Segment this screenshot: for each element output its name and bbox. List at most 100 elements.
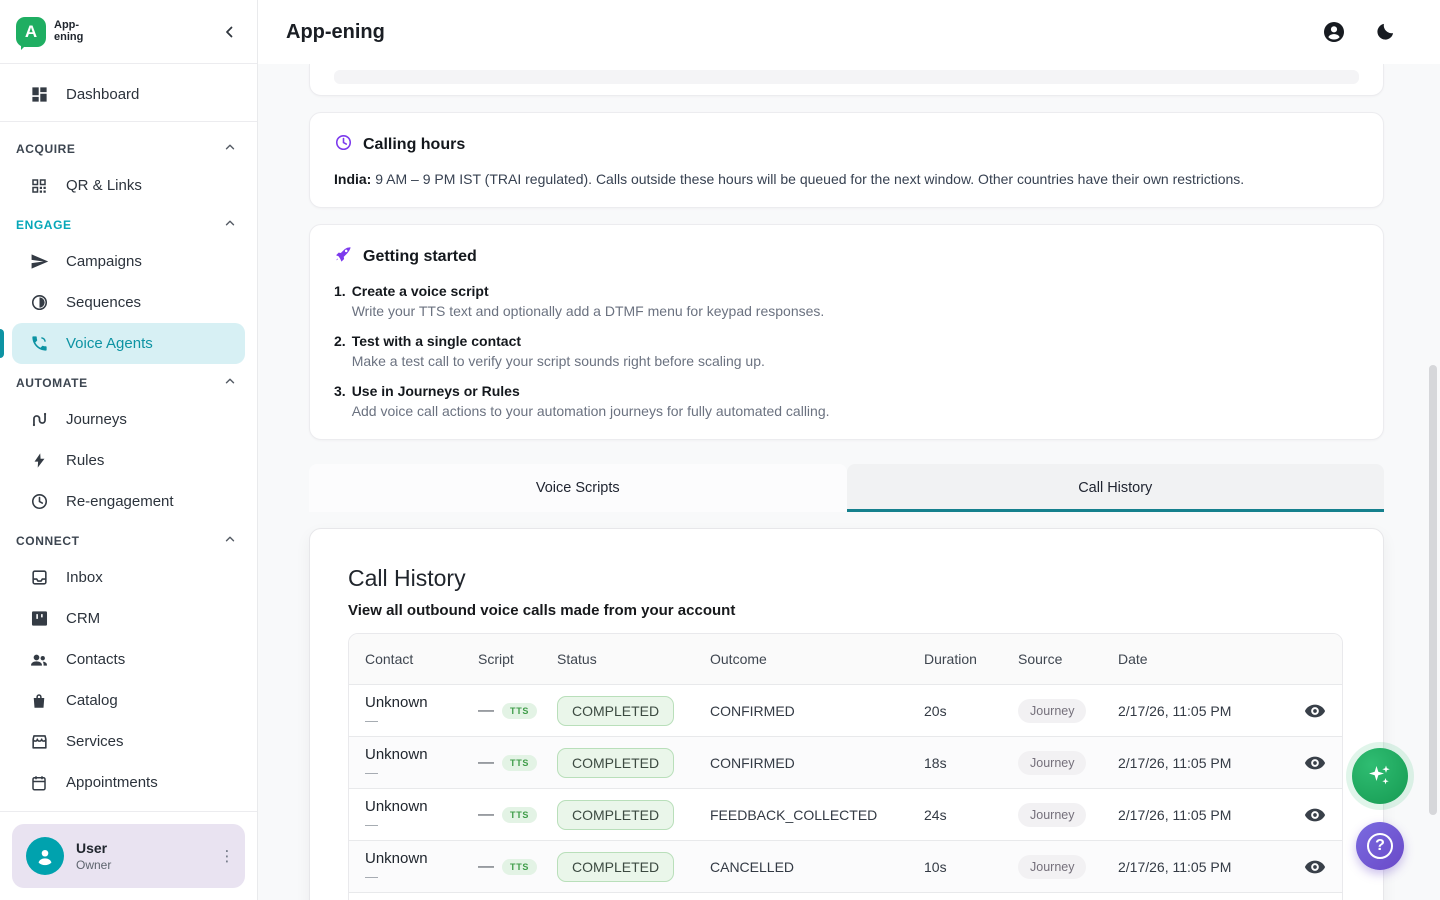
source-badge: Journey bbox=[1018, 854, 1087, 879]
send-icon bbox=[28, 251, 50, 273]
sidebar-item-label: Inbox bbox=[66, 569, 103, 586]
page-title: App-ening bbox=[286, 20, 385, 43]
view-call-button[interactable] bbox=[1282, 700, 1326, 722]
step-item: 1. Create a voice script Write your TTS … bbox=[334, 283, 1359, 319]
sidebar-section-automate[interactable]: AUTOMATE bbox=[0, 364, 257, 399]
contact-name: Unknown bbox=[365, 745, 428, 763]
help-button[interactable]: ? bbox=[1356, 822, 1404, 870]
step-description: Add voice call actions to your automatio… bbox=[351, 403, 830, 419]
step-number: 3. bbox=[334, 383, 346, 399]
sidebar-item-qr-links[interactable]: QR & Links bbox=[0, 165, 257, 206]
sequence-icon bbox=[28, 292, 50, 314]
script-dash: — bbox=[478, 857, 494, 875]
section-label: AUTOMATE bbox=[16, 375, 88, 390]
outcome-cell: CANCELLED bbox=[710, 858, 795, 875]
sidebar-section-acquire[interactable]: ACQUIRE bbox=[0, 130, 257, 165]
vertical-scrollbar[interactable] bbox=[1429, 365, 1437, 815]
route-icon bbox=[28, 409, 50, 431]
sidebar-item-sequences[interactable]: Sequences bbox=[0, 282, 257, 323]
ai-assistant-button[interactable] bbox=[1352, 748, 1408, 804]
section-label: CONNECT bbox=[16, 533, 80, 548]
clock-icon bbox=[334, 133, 353, 157]
sidebar-item-label: Services bbox=[66, 733, 124, 750]
storefront-icon bbox=[28, 731, 50, 753]
sidebar-item-journeys[interactable]: Journeys bbox=[0, 399, 257, 440]
script-dash: — bbox=[478, 805, 494, 823]
sidebar-item-catalog[interactable]: Catalog bbox=[0, 680, 257, 721]
source-badge: Journey bbox=[1018, 750, 1087, 775]
user-avatar bbox=[26, 837, 64, 875]
step-item: 2. Test with a single contact Make a tes… bbox=[334, 333, 1359, 369]
topbar: App-ening bbox=[258, 0, 1440, 64]
step-item: 3. Use in Journeys or Rules Add voice ca… bbox=[334, 383, 1359, 419]
source-badge: Journey bbox=[1018, 802, 1087, 827]
sidebar-item-label: Journeys bbox=[66, 411, 127, 428]
sidebar-section-engage[interactable]: ENGAGE bbox=[0, 206, 257, 241]
question-mark-icon: ? bbox=[1367, 833, 1393, 859]
date-cell: 2/17/26, 11:05 PM bbox=[1118, 702, 1232, 719]
status-badge: COMPLETED bbox=[557, 799, 675, 830]
dashboard-icon bbox=[28, 84, 50, 106]
sidebar-item-campaigns[interactable]: Campaigns bbox=[0, 241, 257, 282]
sidebar-item-rules[interactable]: Rules bbox=[0, 440, 257, 481]
contact-name: Unknown bbox=[365, 693, 428, 711]
script-dash: — bbox=[478, 701, 494, 719]
contact-sub: — bbox=[365, 816, 378, 832]
table-row: Unknown— —TTS FAILED NO_ANSWER 30s Journ… bbox=[349, 892, 1342, 900]
panel-subtitle: View all outbound voice calls made from … bbox=[348, 602, 736, 619]
sidebar-item-contacts[interactable]: Contacts bbox=[0, 639, 257, 680]
table-body: Unknown — — TTS COMPLETED CONFIRMED 20s Jo… bbox=[349, 684, 1342, 900]
sidebar-section-connect[interactable]: CONNECT bbox=[0, 522, 257, 557]
panel-title: Call History bbox=[348, 565, 466, 591]
getting-started-steps: 1. Create a voice script Write your TTS … bbox=[334, 283, 1359, 419]
outcome-cell: FEEDBACK_COLLECTED bbox=[710, 806, 878, 823]
sidebar-item-appointments[interactable]: Appointments bbox=[0, 762, 257, 803]
tab-call-history[interactable]: Call History bbox=[846, 464, 1384, 512]
account-button[interactable] bbox=[1322, 20, 1346, 44]
calendar-icon bbox=[28, 772, 50, 794]
contact-sub: — bbox=[365, 712, 378, 728]
sidebar-item-crm[interactable]: CRM bbox=[0, 598, 257, 639]
brand-logo-icon: A bbox=[16, 16, 46, 50]
step-description: Make a test call to verify your script s… bbox=[351, 353, 765, 369]
sidebar-item-label: Re-engagement bbox=[66, 493, 174, 510]
sidebar-item-reengagement[interactable]: Re-engagement bbox=[0, 481, 257, 522]
clock-icon bbox=[28, 491, 50, 513]
chevron-left-icon bbox=[226, 26, 233, 37]
sidebar-item-label: QR & Links bbox=[66, 177, 142, 194]
dark-mode-toggle[interactable] bbox=[1374, 21, 1396, 43]
date-cell: 2/17/26, 11:05 PM bbox=[1118, 754, 1232, 771]
table-row: Unknown — — TTS COMPLETED CANCELLED 10s Jo… bbox=[349, 840, 1342, 892]
calling-hours-card: Calling hours India: 9 AM – 9 PM IST (TR… bbox=[309, 112, 1384, 208]
sidebar-collapse-button[interactable] bbox=[221, 23, 239, 41]
sidebar-item-label: Sequences bbox=[66, 294, 142, 311]
chevron-up-icon bbox=[223, 216, 237, 233]
user-card[interactable]: User Owner ⋮ bbox=[12, 824, 245, 888]
sidebar-footer: User Owner ⋮ bbox=[0, 811, 257, 900]
view-call-button[interactable] bbox=[1282, 804, 1326, 826]
step-number: 2. bbox=[334, 333, 346, 349]
source-badge: Journey bbox=[1018, 698, 1087, 723]
status-badge: COMPLETED bbox=[557, 747, 675, 778]
scrolled-card-stub-inner bbox=[334, 70, 1359, 84]
user-menu-button[interactable]: ⋮ bbox=[219, 847, 235, 865]
sidebar-item-dashboard[interactable]: Dashboard bbox=[0, 74, 257, 115]
sidebar-item-inbox[interactable]: Inbox bbox=[0, 557, 257, 598]
call-history-table: Contact Script Status Outcome Duration S… bbox=[348, 633, 1343, 900]
sidebar-item-label: Rules bbox=[66, 452, 105, 469]
contact-name: Unknown bbox=[365, 797, 428, 815]
sidebar-nav: Dashboard ACQUIRE QR & Links ENGAGE bbox=[0, 64, 257, 811]
sidebar-item-services[interactable]: Services bbox=[0, 721, 257, 762]
duration-cell: 18s bbox=[924, 754, 947, 771]
tab-voice-scripts[interactable]: Voice Scripts bbox=[309, 464, 847, 512]
sidebar: A App-ening Dashboard ACQUIRE bbox=[0, 0, 258, 900]
view-call-button[interactable] bbox=[1282, 752, 1326, 774]
duration-cell: 10s bbox=[924, 858, 947, 875]
sidebar-item-label: Contacts bbox=[66, 651, 126, 668]
sidebar-item-voice-agents[interactable]: Voice Agents bbox=[0, 323, 245, 364]
view-call-button[interactable] bbox=[1282, 856, 1326, 878]
table-row: Unknown — — TTS COMPLETED CONFIRMED 20s Jo… bbox=[349, 684, 1342, 736]
brand-logo[interactable]: A App-ening bbox=[16, 16, 83, 50]
content: Calling hours India: 9 AM – 9 PM IST (TR… bbox=[258, 64, 1440, 900]
